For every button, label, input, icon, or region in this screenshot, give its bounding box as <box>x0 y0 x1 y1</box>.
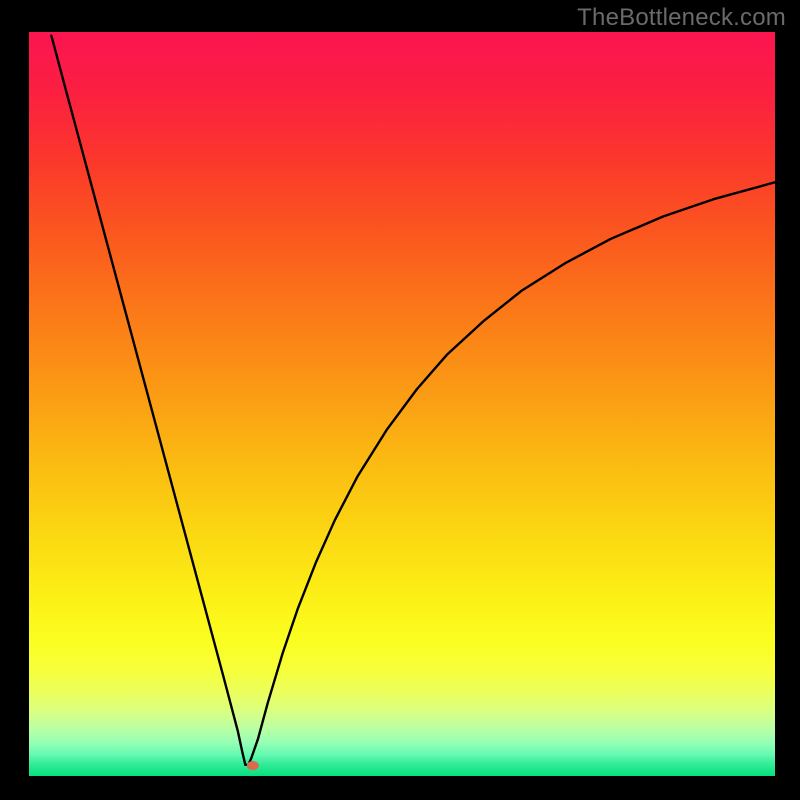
watermark-text: TheBottleneck.com <box>577 4 786 32</box>
plot-area <box>29 32 775 776</box>
optimum-marker <box>247 761 259 770</box>
chart-svg <box>29 32 775 776</box>
gradient-background <box>29 32 775 776</box>
chart-container: TheBottleneck.com <box>0 0 800 800</box>
